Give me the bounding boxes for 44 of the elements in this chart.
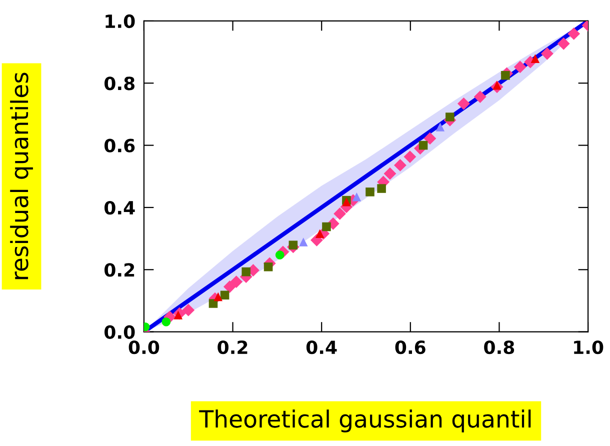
point — [264, 262, 273, 272]
point — [514, 60, 526, 74]
point — [384, 167, 396, 180]
x-tick-label: 0.0 — [128, 340, 160, 354]
x-tick-label: 0.6 — [395, 340, 426, 354]
point — [436, 122, 445, 132]
point — [182, 304, 195, 316]
point — [446, 112, 454, 122]
point — [377, 184, 386, 193]
y-tick-label: 0.0 — [104, 325, 135, 339]
point — [424, 132, 436, 145]
point — [557, 37, 570, 50]
point — [404, 150, 416, 164]
y-tick-label: 0.4 — [104, 200, 135, 215]
point — [530, 54, 540, 63]
point — [540, 47, 554, 60]
point — [568, 27, 580, 40]
point — [394, 158, 406, 172]
x-tick-label: 0.2 — [218, 340, 248, 354]
point — [352, 192, 362, 202]
point — [322, 222, 331, 232]
point — [474, 90, 486, 104]
y-axis-title: residual quantiles — [10, 72, 33, 280]
point — [418, 140, 428, 150]
x-tick-label: 0.4 — [306, 340, 337, 354]
point — [334, 207, 346, 220]
x-axis-title: Theoretical gaussian quantil — [199, 410, 531, 432]
y-tick-label: 1.0 — [106, 14, 135, 28]
point — [208, 299, 218, 308]
point — [214, 292, 223, 302]
point — [220, 290, 230, 300]
y-tick-label: 0.8 — [104, 76, 135, 90]
point — [230, 276, 243, 288]
y-tick-label: 0.6 — [104, 138, 135, 152]
x-tick-label: 0.8 — [484, 340, 514, 354]
point — [366, 188, 374, 196]
point — [242, 267, 250, 276]
point — [162, 317, 171, 326]
point — [298, 238, 308, 246]
point — [315, 229, 324, 238]
y-tick-label: 0.2 — [104, 263, 134, 277]
point — [457, 97, 470, 110]
x-tick-label: 1.0 — [574, 340, 604, 354]
point — [223, 280, 236, 293]
